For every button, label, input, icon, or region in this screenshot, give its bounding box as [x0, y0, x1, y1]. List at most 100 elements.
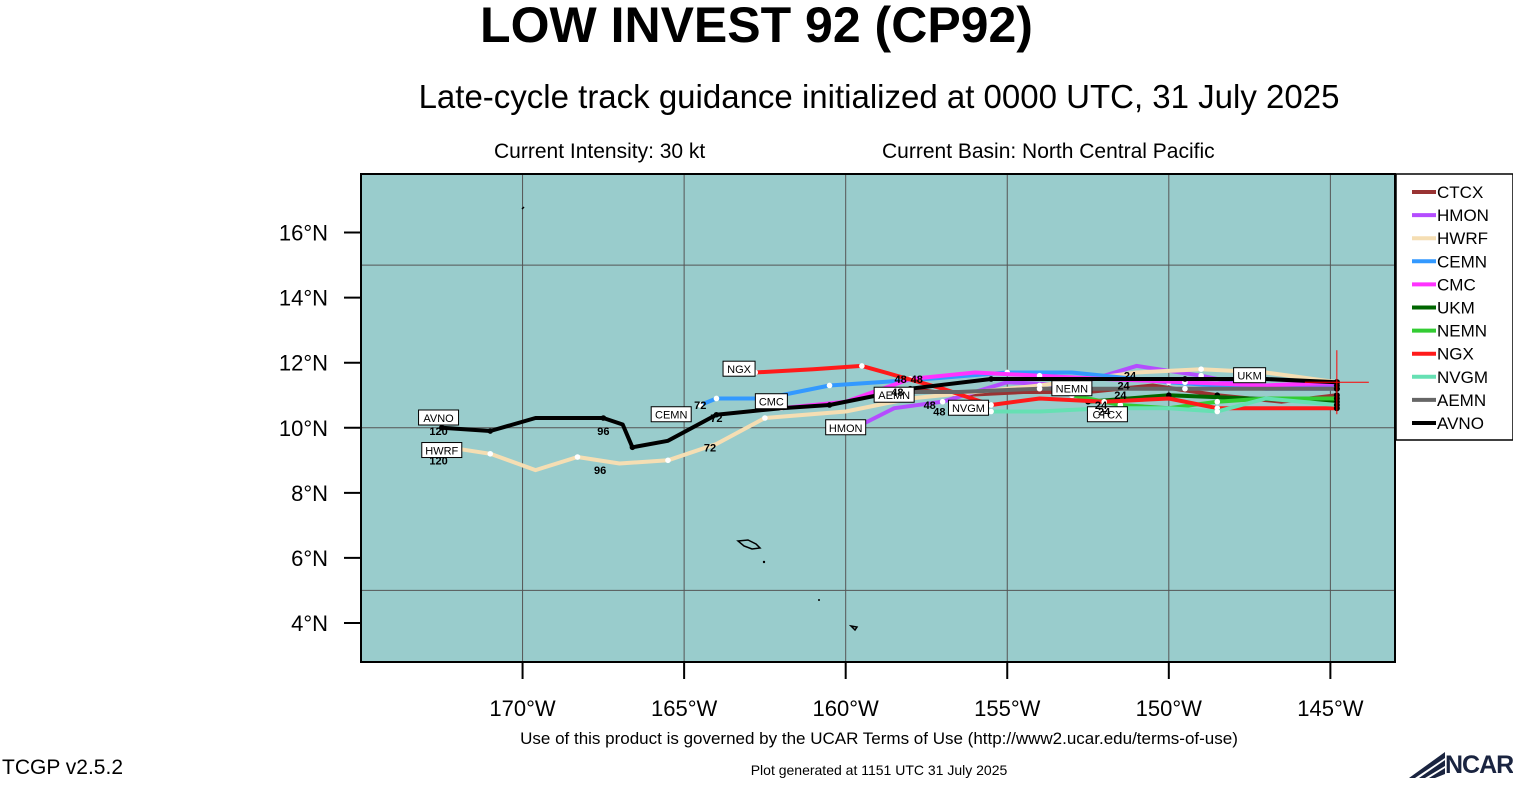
model-tag-nvgm: NVGM [947, 399, 989, 416]
model-tag-label: HMON [829, 423, 863, 435]
model-tag-label: HWRF [425, 446, 458, 458]
forecast-hour-label: 96 [594, 465, 606, 477]
forecast-point-ngx [1101, 398, 1107, 405]
forecast-point-hwrf [1198, 366, 1204, 373]
model-tag-box [825, 419, 867, 436]
x-tick-label: 160°W [813, 696, 880, 721]
axes: 4°N 6°N 8°N 10°N 12°N 14°N 16°N 170°W 165°W 160°W… [279, 221, 1364, 721]
y-tick-label: 10°N [279, 416, 328, 441]
legend-item-nemn: NEMN [1412, 322, 1487, 341]
model-tag-label: NGX [727, 364, 752, 376]
legend-label: HMON [1437, 206, 1489, 225]
legend-label: AEMN [1437, 391, 1486, 410]
legend-label: NEMN [1437, 322, 1487, 341]
track-nvgm [956, 396, 1339, 414]
forecast-point-aemn [1182, 385, 1188, 392]
plot-frame [360, 173, 1396, 663]
version-label: TCGP v2.5.2 [2, 756, 123, 779]
model-tag-box [1086, 406, 1128, 423]
current-basin: Current Basin: North Central Pacific [882, 140, 1215, 163]
forecast-point-avno [988, 376, 994, 382]
forecast-hour-label: 72 [704, 442, 716, 454]
model-tag-cemn: CEMN [650, 406, 692, 423]
forecast-point-avno [1182, 376, 1188, 382]
terms-of-use: Use of this product is governed by the U… [520, 729, 1238, 748]
forecast-point-avno [438, 424, 445, 431]
forecast-hour-label: 48 [933, 406, 945, 418]
legend-label: CMC [1437, 275, 1476, 294]
forecast-point-avno [826, 402, 833, 408]
y-tick-label: 14°N [279, 286, 328, 311]
model-tag-box [1233, 367, 1267, 384]
forecast-point-hwrf [665, 457, 671, 464]
forecast-point-avno [487, 428, 494, 434]
forecast-point-cemn [697, 402, 704, 408]
track-aemn [892, 386, 1339, 394]
chart-title: LOW INVEST 92 (CP92) [480, 0, 1033, 53]
model-tag-ctcx: CTCX [1086, 406, 1128, 423]
forecast-hour-label: 96 [597, 426, 609, 438]
model-tag-label: AEMN [878, 390, 910, 402]
forecast-hour-label: 48 [894, 374, 906, 386]
legend: CTCX HMON HWRF CEMN CMC UKM NEMN NGX NVGM AEMN AVN… [1395, 173, 1513, 441]
model-tag-ukm: UKM [1233, 367, 1267, 384]
model-tag-label: UKM [1237, 371, 1261, 383]
legend-item-avno: AVNO [1412, 414, 1484, 433]
model-name-tags: NGX UKM NEMN AEMN CMC CEMN HMON NVGM CTCX AVNO HWR… [418, 360, 1267, 459]
forecast-point-ngx [859, 363, 865, 369]
island-shape [818, 599, 820, 601]
model-tag-nemn: NEMN [1051, 380, 1093, 397]
chart-subtitle: Late-cycle track guidance initialized at… [418, 78, 1340, 115]
current-intensity: Current Intensity: 30 kt [494, 140, 706, 163]
model-tag-ngx: NGX [722, 360, 756, 377]
forecast-point-nvgm [988, 408, 994, 415]
model-tag-box [873, 386, 915, 403]
generated-timestamp: Plot generated at 1151 UTC 31 July 2025 [750, 762, 1008, 778]
x-tick-label: 150°W [1136, 696, 1203, 721]
legend-label: AVNO [1437, 414, 1484, 433]
model-tag-box [754, 393, 788, 410]
legend-item-ctcx: CTCX [1412, 183, 1483, 202]
forecast-hour-label: 24 [1098, 406, 1111, 418]
legend-label: NGX [1437, 345, 1474, 364]
forecast-hour-label: 24 [1114, 390, 1127, 402]
ncar-logo-icon [1409, 752, 1445, 778]
track-hwrf [446, 367, 1339, 473]
model-tag-label: AVNO [423, 413, 454, 425]
model-tag-hwrf: HWRF [421, 442, 463, 459]
forecast-hour-label: 48 [924, 400, 936, 412]
forecast-hour-label: 48 [891, 387, 903, 399]
island-shape [762, 560, 766, 564]
island-shape [521, 206, 525, 210]
model-tag-box [421, 442, 463, 459]
forecast-point-cemn [713, 395, 720, 402]
forecast-hour-label: 120 [429, 455, 447, 467]
forecast-hour-label: 24 [1124, 371, 1137, 383]
x-tick-label: 145°W [1297, 696, 1364, 721]
y-tick-label: 16°N [279, 221, 328, 246]
forecast-point-cemn [826, 382, 833, 389]
forecast-point-avno [629, 444, 636, 451]
legend-label: NVGM [1437, 368, 1488, 387]
model-tag-box [947, 399, 989, 416]
model-tag-label: CTCX [1092, 410, 1123, 422]
y-tick-label: 8°N [291, 481, 328, 506]
ncar-logo-text: NCAR [1445, 751, 1513, 779]
model-tag-hmon: HMON [825, 419, 867, 436]
model-tag-label: CEMN [655, 410, 687, 422]
y-tick-label: 4°N [291, 611, 328, 636]
forecast-point-nvgm [1214, 408, 1221, 415]
forecast-point-nemn [1214, 398, 1221, 405]
legend-item-hwrf: HWRF [1412, 229, 1488, 248]
track-avno [439, 377, 1339, 450]
legend-item-hmon: HMON [1412, 206, 1489, 225]
island-outlines [521, 206, 859, 632]
island-shape [736, 539, 762, 550]
legend-item-nvgm: NVGM [1412, 368, 1488, 387]
legend-label: HWRF [1437, 229, 1488, 248]
forecast-point-hwrf [487, 450, 494, 457]
forecast-hour-label: 72 [694, 400, 706, 412]
forecast-point-hwrf [762, 415, 768, 421]
